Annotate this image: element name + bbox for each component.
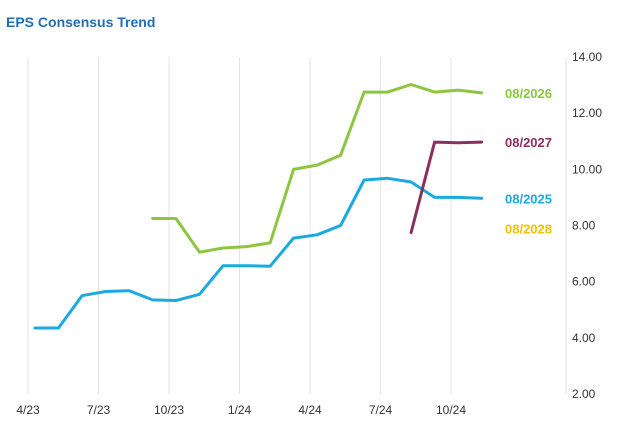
series-labels: 08/2025 08/2026 08/2027 08/2028 — [505, 86, 552, 236]
y-tick-label: 2.00 — [572, 387, 596, 401]
series-line-08-2027 — [409, 140, 484, 234]
x-tick-label: 10/24 — [436, 403, 466, 417]
chart-title: EPS Consensus Trend — [6, 14, 156, 30]
y-tick-label: 12.00 — [572, 106, 602, 120]
y-tick-label: 14.00 — [572, 50, 602, 64]
y-tick-label: 10.00 — [572, 162, 602, 176]
series-label-08-2026: 08/2026 — [505, 86, 552, 101]
series-label-08-2028: 08/2028 — [505, 221, 552, 236]
x-tick-label: 1/24 — [228, 403, 252, 417]
x-tick-label: 4/23 — [16, 403, 40, 417]
x-tick-label: 7/24 — [369, 403, 393, 417]
x-axis-ticks: 4/23 7/23 10/23 1/24 4/24 7/24 10/24 — [16, 403, 466, 417]
grid-lines — [27, 57, 567, 394]
series-lines — [33, 83, 484, 330]
series-label-08-2027: 08/2027 — [505, 135, 552, 150]
series-line-08-2026 — [151, 83, 484, 254]
y-tick-label: 8.00 — [572, 219, 596, 233]
y-tick-label: 6.00 — [572, 275, 596, 289]
series-line-08-2025 — [33, 176, 484, 330]
y-axis-ticks: 2.00 4.00 6.00 8.00 10.00 12.00 14.00 — [572, 50, 602, 401]
x-tick-label: 7/23 — [87, 403, 111, 417]
x-tick-label: 10/23 — [154, 403, 184, 417]
series-label-08-2025: 08/2025 — [505, 191, 552, 206]
y-tick-label: 4.00 — [572, 331, 596, 345]
x-tick-label: 4/24 — [298, 403, 322, 417]
